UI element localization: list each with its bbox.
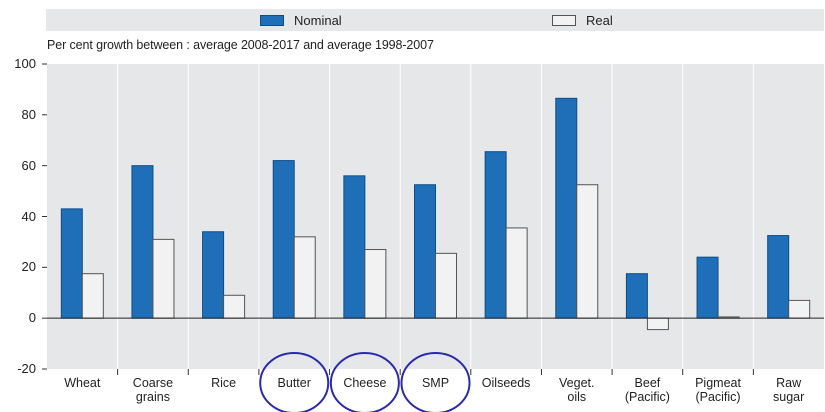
y-tick-label: 40: [21, 208, 36, 224]
legend-label-real: Real: [586, 12, 613, 28]
legend-swatch-real: [552, 14, 576, 26]
x-tick-label-raw-sugar: Raw sugar: [773, 376, 805, 404]
bar-real-beef-pacific: [646, 317, 669, 331]
legend-swatch-nominal: [260, 14, 284, 26]
bar-nominal-oilseeds: [484, 151, 507, 319]
bar-real-smp: [435, 252, 457, 319]
chart-subtitle: Per cent growth between : average 2008-2…: [47, 38, 434, 52]
y-tick-label: 60: [21, 157, 36, 173]
y-tick-label: 20: [21, 259, 36, 275]
bar-nominal-butter: [272, 160, 295, 319]
x-tick-label-beef-pacific: Beef (Pacific): [624, 376, 670, 404]
highlight-circle-butter: [259, 352, 330, 412]
legend: Nominal Real: [46, 9, 824, 31]
x-tick-label-pigmeat-pacific: Pigmeat (Pacific): [695, 376, 741, 404]
bar-nominal-pigmeat-pacific: [696, 256, 719, 319]
bar-real-oilseeds: [505, 227, 528, 319]
bar-nominal-smp: [414, 184, 436, 319]
x-tick-label-butter: Butter: [277, 376, 311, 390]
bar-nominal-cheese: [343, 175, 366, 319]
x-tick-label-coarse-grains: Coarse grains: [132, 376, 174, 404]
highlight-circle-smp: [400, 352, 471, 412]
bar-real-veget-oils: [576, 184, 599, 319]
x-tick-label-cheese: Cheese: [343, 376, 387, 390]
legend-item-nominal: Nominal: [260, 9, 342, 31]
bar-real-butter: [293, 236, 316, 319]
bar-nominal-rice: [202, 231, 225, 319]
x-tick-label-rice: Rice: [211, 376, 237, 390]
legend-item-real: Real: [552, 9, 613, 31]
bar-real-coarse-grains: [152, 238, 175, 319]
bar-nominal-raw-sugar: [767, 235, 790, 319]
bar-real-raw-sugar: [788, 299, 811, 319]
highlight-circle-cheese: [329, 352, 400, 412]
x-tick-label-wheat: Wheat: [64, 376, 101, 390]
bar-nominal-beef-pacific: [625, 273, 648, 319]
y-tick-label: 0: [28, 310, 36, 326]
y-tick-label: 100: [14, 56, 36, 71]
bar-real-rice: [223, 294, 246, 319]
y-tick-label: -20: [17, 361, 36, 376]
y-tick-label: 80: [21, 106, 36, 122]
bar-nominal-coarse-grains: [131, 165, 154, 319]
bar-real-wheat: [81, 273, 104, 319]
legend-label-nominal: Nominal: [294, 12, 342, 28]
bar-nominal-wheat: [60, 208, 83, 319]
x-tick-label-smp: SMP: [421, 376, 450, 390]
x-tick-label-oilseeds: Oilseeds: [481, 376, 531, 390]
bar-real-cheese: [364, 249, 387, 319]
x-tick-label-veget-oils: Veget. oils: [559, 376, 595, 404]
bar-nominal-veget-oils: [555, 97, 578, 319]
